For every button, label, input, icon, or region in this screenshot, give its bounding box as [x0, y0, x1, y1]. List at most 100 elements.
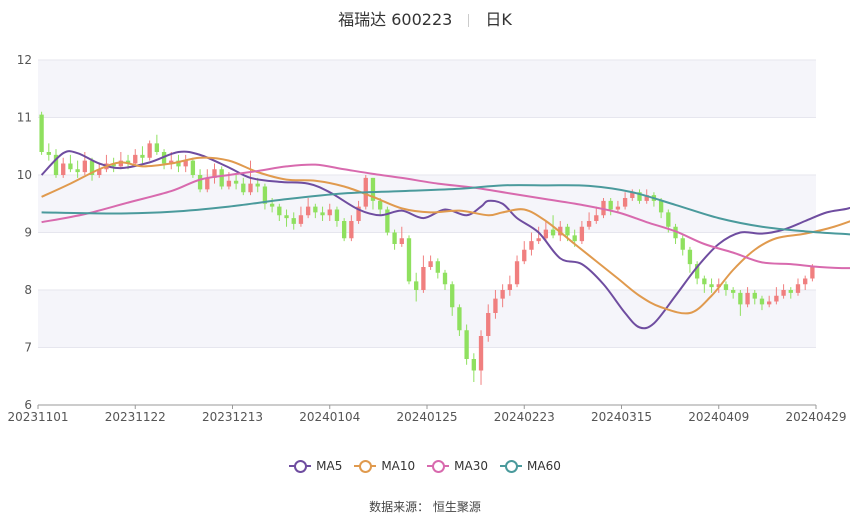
candle-body — [687, 249, 693, 265]
candle-body — [269, 203, 275, 207]
candle-body — [82, 160, 87, 173]
candle-body — [752, 292, 757, 299]
candle-body — [370, 177, 376, 201]
candle-body — [658, 200, 664, 213]
candle-body — [666, 212, 671, 227]
x-tick-label: 20240125 — [396, 410, 457, 424]
y-tick-label: 12 — [17, 53, 32, 67]
ma5-line — [40, 150, 850, 330]
legend-dot — [359, 460, 373, 473]
candle-body — [385, 209, 390, 233]
candle-body — [730, 290, 736, 293]
candle-body — [810, 267, 815, 279]
x-tick-label: 20231101 — [7, 410, 68, 424]
candle-body — [529, 241, 534, 250]
candle-body — [147, 143, 152, 158]
candle-body — [262, 186, 268, 204]
y-tick-label: 7 — [24, 341, 32, 355]
x-tick-label: 20231213 — [202, 410, 263, 424]
candle-body — [543, 229, 549, 239]
candle-body — [327, 209, 332, 216]
legend-item-ma30[interactable]: MA30 — [427, 459, 488, 473]
chart-title: 福瑞达 600223 日K — [0, 6, 850, 30]
candle-body — [190, 160, 196, 175]
candle-body — [759, 298, 765, 305]
candle-body — [457, 307, 462, 331]
candle-body — [75, 169, 80, 173]
x-tick-label: 20231122 — [105, 410, 166, 424]
candle-body — [89, 160, 95, 175]
y-tick-label: 11 — [17, 111, 32, 125]
candle-body — [248, 183, 253, 193]
candle-body — [284, 215, 289, 219]
legend-marker — [427, 460, 450, 473]
candle-body — [414, 281, 419, 290]
legend-label: MA5 — [316, 459, 343, 473]
candle-body — [738, 292, 743, 305]
candle-body — [392, 232, 397, 244]
candle-body — [442, 272, 448, 285]
candle-body — [565, 226, 570, 236]
legend-label: MA10 — [381, 459, 416, 473]
candle-body — [615, 206, 621, 210]
candle-body — [118, 160, 124, 167]
candle-body — [406, 238, 412, 282]
grid-band — [38, 290, 816, 348]
candle-body — [572, 235, 577, 242]
candle-body — [169, 160, 174, 164]
candle-body — [630, 192, 635, 198]
candle-body — [68, 163, 73, 170]
candle-body — [341, 221, 347, 239]
candle-body — [111, 163, 116, 167]
x-tick-label: 20240429 — [785, 410, 846, 424]
stock-name: 福瑞达 600223 — [338, 10, 453, 29]
candle-body — [788, 290, 793, 293]
candle-body — [399, 238, 404, 244]
candle-body — [313, 206, 318, 213]
legend-item-ma5[interactable]: MA5 — [289, 459, 342, 473]
candle-body — [176, 160, 181, 167]
legend-item-ma60[interactable]: MA60 — [500, 459, 561, 473]
candle-body — [673, 226, 678, 239]
candle-body — [435, 261, 440, 273]
candle-body — [450, 284, 455, 308]
candle-body — [522, 249, 527, 262]
candle-body — [197, 175, 203, 190]
x-tick-label: 20240104 — [299, 410, 360, 424]
candle-body — [334, 209, 340, 221]
candle-body — [428, 261, 433, 267]
candle-body — [781, 290, 786, 296]
y-tick-label: 9 — [24, 226, 32, 240]
x-tick-label: 20240315 — [591, 410, 652, 424]
legend-marker — [500, 460, 523, 473]
legend-marker — [289, 460, 312, 473]
y-tick-label: 6 — [24, 398, 32, 412]
candle-body — [183, 160, 188, 167]
period-label: 日K — [485, 10, 512, 29]
candle-body — [255, 183, 260, 187]
candle-body — [39, 114, 44, 152]
candle-body — [61, 163, 66, 175]
y-tick-label: 10 — [17, 168, 32, 182]
grid-band — [38, 60, 816, 118]
candle-body — [212, 169, 217, 178]
candle-body — [226, 180, 232, 187]
candle-body — [608, 200, 613, 210]
legend-dot — [505, 460, 519, 473]
candle-body — [644, 195, 649, 201]
ma60-line — [41, 184, 850, 236]
legend-label: MA60 — [527, 459, 561, 473]
candle-body — [536, 238, 541, 242]
legend-marker — [354, 460, 377, 473]
ma30-line — [41, 163, 850, 270]
candle-body — [709, 284, 714, 288]
ma10-line — [41, 156, 850, 315]
candle-body — [205, 177, 210, 190]
candle-body — [356, 206, 361, 221]
legend-item-ma10[interactable]: MA10 — [354, 459, 415, 473]
candle-body — [694, 264, 700, 279]
candle-body — [702, 278, 707, 285]
candle-body — [716, 284, 721, 288]
candle-body — [46, 152, 51, 155]
candle-body — [745, 292, 750, 305]
